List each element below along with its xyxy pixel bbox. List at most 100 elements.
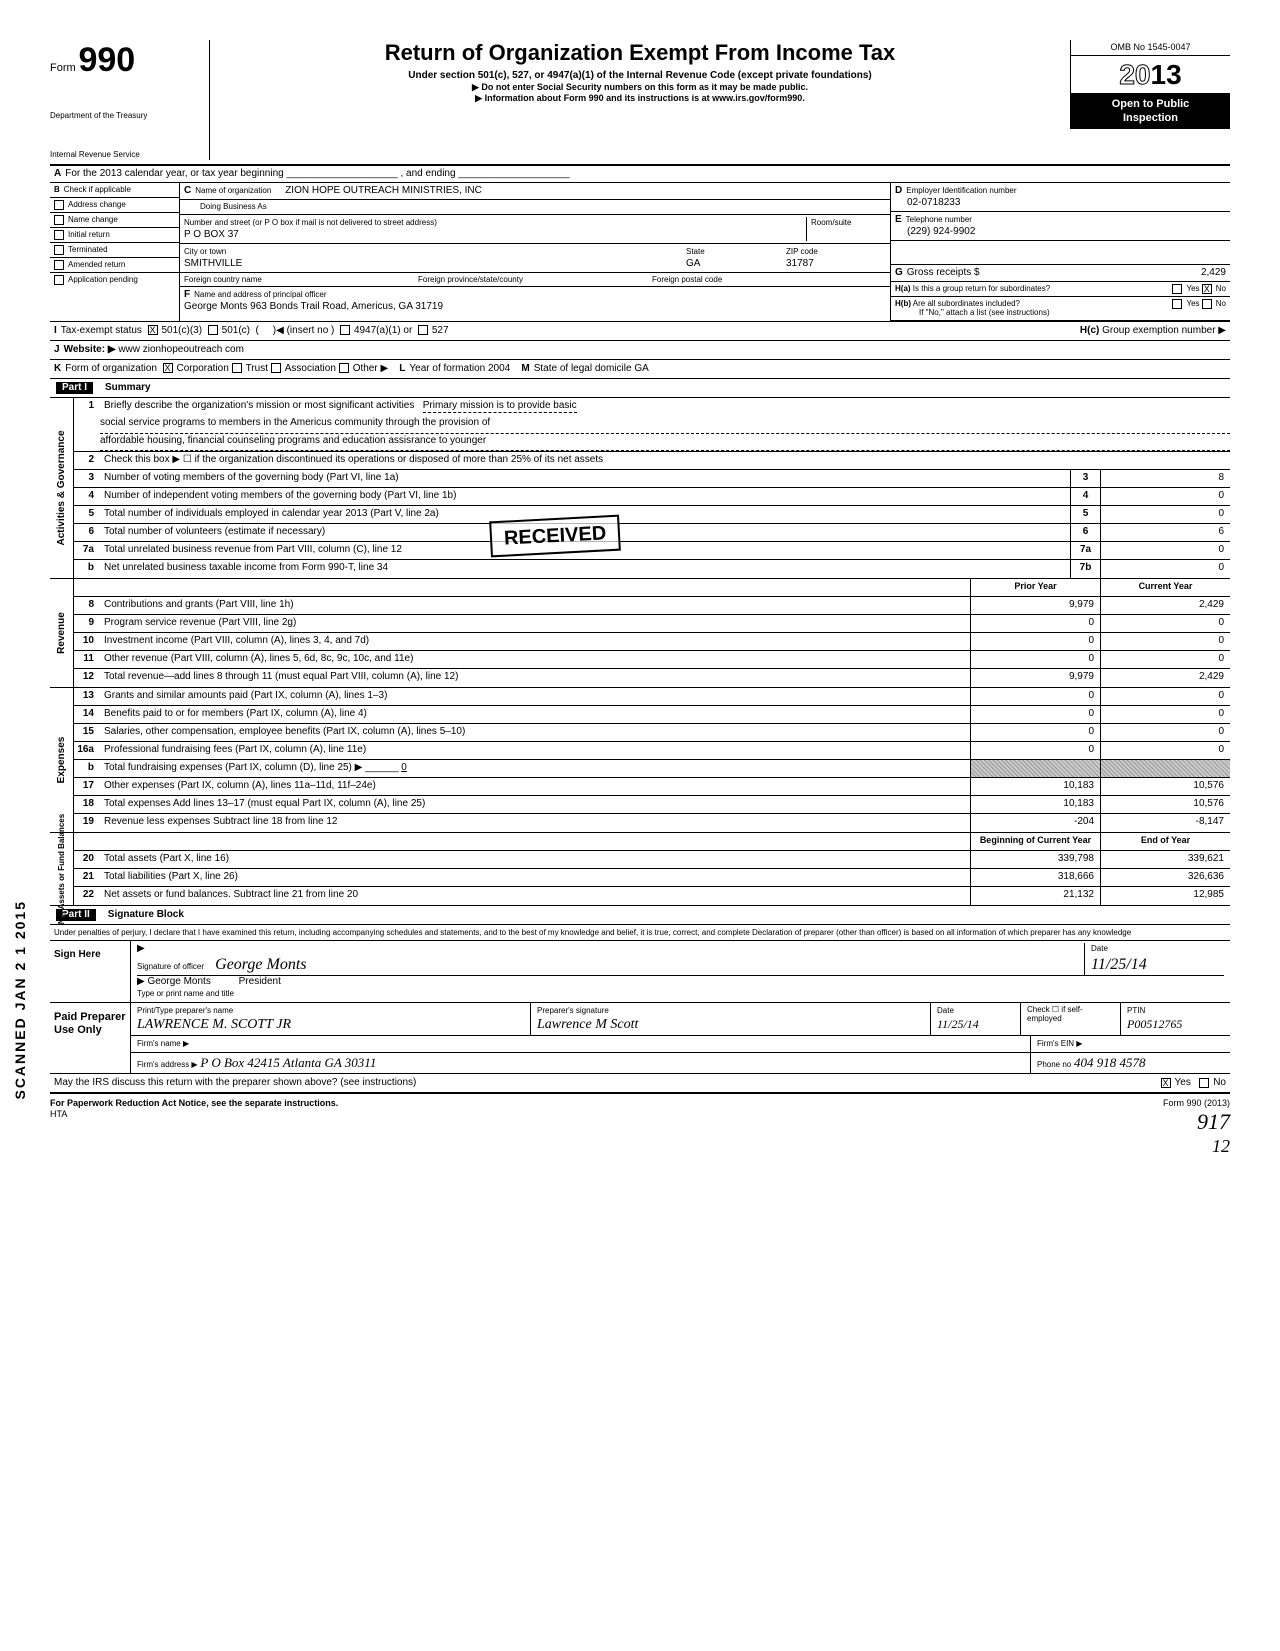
phone-label: Phone no xyxy=(1037,1060,1071,1069)
netassets-section: Net Assets or Fund Balances Beginning of… xyxy=(50,833,1230,906)
year-bold: 13 xyxy=(1151,59,1182,90)
row-label: Net assets or fund balances. Subtract li… xyxy=(100,887,970,905)
year-outline: 20 xyxy=(1119,59,1150,90)
chk-4947[interactable] xyxy=(340,325,350,335)
arrow-note-1: ▶ Do not enter Social Security numbers o… xyxy=(222,82,1058,93)
row-num: 21 xyxy=(74,869,100,886)
hb-no: No xyxy=(1216,299,1226,308)
vtab-activities: Activities & Governance xyxy=(50,398,74,578)
row-label: Other revenue (Part VIII, column (A), li… xyxy=(100,651,970,668)
chk-name-change[interactable] xyxy=(54,215,64,225)
col-b-header: Check if applicable xyxy=(64,185,131,194)
table-row: 4 Number of independent voting members o… xyxy=(74,488,1230,506)
row-curr: 2,429 xyxy=(1100,669,1230,687)
lbl-insert: ◀ (insert no ) xyxy=(276,325,334,337)
lbl-501c3: 501(c)(3) xyxy=(162,325,203,337)
c-name-val: ZION HOPE OUTREACH MINISTRIES, INC xyxy=(285,185,482,196)
row-num: 16a xyxy=(74,742,100,759)
dept-treasury: Department of the Treasury xyxy=(50,111,201,121)
m-label: State of legal domicile xyxy=(534,363,632,375)
table-row: 16a Professional fundraising fees (Part … xyxy=(74,742,1230,760)
chk-terminated[interactable] xyxy=(54,245,64,255)
handnum2: 12 xyxy=(1212,1136,1230,1156)
row-curr: -8,147 xyxy=(1100,814,1230,832)
prep-sig: Lawrence M Scott xyxy=(537,1017,638,1032)
row-curr: 0 xyxy=(1100,633,1230,650)
chk-assoc[interactable] xyxy=(271,363,281,373)
c-foreign-country: Foreign country name xyxy=(184,275,418,285)
k-label: Form of organization xyxy=(65,363,157,375)
chk-501c[interactable] xyxy=(208,325,218,335)
hb-yes: Yes xyxy=(1186,299,1199,308)
c-zip-val: 31787 xyxy=(786,258,814,269)
c-state-label: State xyxy=(686,247,705,256)
header-grid: BCheck if applicable Address change Name… xyxy=(50,183,1230,322)
lbl-other: Other ▶ xyxy=(353,363,388,375)
hb-no-chk[interactable] xyxy=(1202,299,1212,309)
officer-signature: George Monts xyxy=(215,956,306,973)
arrow-note-2: ▶ Information about Form 990 and its ins… xyxy=(222,93,1058,104)
discuss-no-chk[interactable] xyxy=(1199,1078,1209,1088)
chk-amended[interactable] xyxy=(54,260,64,270)
table-row: 19 Revenue less expenses Subtract line 1… xyxy=(74,814,1230,832)
vtab-netassets-text: Net Assets or Fund Balances xyxy=(57,814,67,924)
chk-other[interactable] xyxy=(339,363,349,373)
row-prior: 339,798 xyxy=(970,851,1100,868)
form-prefix: Form xyxy=(50,62,76,74)
check-self-emp: Check ☐ if self-employed xyxy=(1020,1003,1120,1036)
open-to-public: Open to Public Inspection xyxy=(1071,94,1230,128)
row-box: 3 xyxy=(1070,470,1100,487)
line-a: AFor the 2013 calendar year, or tax year… xyxy=(50,166,1230,183)
hb-yes-chk[interactable] xyxy=(1172,299,1182,309)
table-row: 22 Net assets or fund balances. Subtract… xyxy=(74,887,1230,905)
col-dg: DEmployer Identification number 02-07182… xyxy=(890,183,1230,321)
row-box: 6 xyxy=(1070,524,1100,541)
row-prior: 9,979 xyxy=(970,597,1100,614)
row-num: 22 xyxy=(74,887,100,905)
open-pub-1: Open to Public xyxy=(1075,98,1226,111)
table-row: 11 Other revenue (Part VIII, column (A),… xyxy=(74,651,1230,669)
row-prior: 318,666 xyxy=(970,869,1100,886)
activities-governance-section: Activities & Governance 1Briefly describ… xyxy=(50,398,1230,579)
row-curr: 10,576 xyxy=(1100,796,1230,813)
lbl-trust: Trust xyxy=(246,363,268,375)
chk-trust[interactable] xyxy=(232,363,242,373)
table-row: 7a Total unrelated business revenue from… xyxy=(74,542,1230,560)
row-label: Benefits paid to or for members (Part IX… xyxy=(100,706,970,723)
chk-address-change[interactable] xyxy=(54,200,64,210)
paid-preparer-row: Paid Preparer Use Only Print/Type prepar… xyxy=(50,1003,1230,1075)
side-scan-stamp: SCANNED JAN 2 1 2015 xyxy=(12,900,29,1100)
row-box: 4 xyxy=(1070,488,1100,505)
row-curr: 0 xyxy=(1100,742,1230,759)
hb-note: If "No," attach a list (see instructions… xyxy=(895,308,1050,317)
row-num: 11 xyxy=(74,651,100,668)
f-val: George Monts 963 Bonds Trail Road, Ameri… xyxy=(184,301,443,312)
date-label-1: Date xyxy=(1091,944,1108,953)
c-room-label: Room/suite xyxy=(811,218,851,227)
firm-name-label: Firm's name ▶ xyxy=(137,1039,189,1048)
ha-no-chk[interactable]: X xyxy=(1202,284,1212,294)
vtab-expenses-text: Expenses xyxy=(56,736,68,783)
chk-501c3[interactable]: X xyxy=(148,325,158,335)
row-label: Revenue less expenses Subtract line 18 f… xyxy=(100,814,970,832)
ha-yes-chk[interactable] xyxy=(1172,284,1182,294)
sign-here-label: Sign Here xyxy=(50,941,130,1001)
row-num: 8 xyxy=(74,597,100,614)
chk-app-pending[interactable] xyxy=(54,275,64,285)
part1-title: Summary xyxy=(105,382,151,394)
row-box: 5 xyxy=(1070,506,1100,523)
row-num: 17 xyxy=(74,778,100,795)
row-label: Net unrelated business taxable income fr… xyxy=(100,560,1070,578)
perjury-text: Under penalties of perjury, I declare th… xyxy=(50,925,1230,942)
tax-year: 2013 xyxy=(1071,56,1230,95)
chk-corp[interactable]: X xyxy=(163,363,173,373)
chk-initial-return[interactable] xyxy=(54,230,64,240)
discuss-yes-chk[interactable]: X xyxy=(1161,1078,1171,1088)
row-num: 7a xyxy=(74,542,100,559)
chk-527[interactable] xyxy=(418,325,428,335)
vtab-activities-text: Activities & Governance xyxy=(56,430,68,545)
row-curr: 2,429 xyxy=(1100,597,1230,614)
table-row: 12 Total revenue—add lines 8 through 11 … xyxy=(74,669,1230,687)
row-val: 6 xyxy=(1100,524,1230,541)
row-curr xyxy=(1100,760,1230,777)
